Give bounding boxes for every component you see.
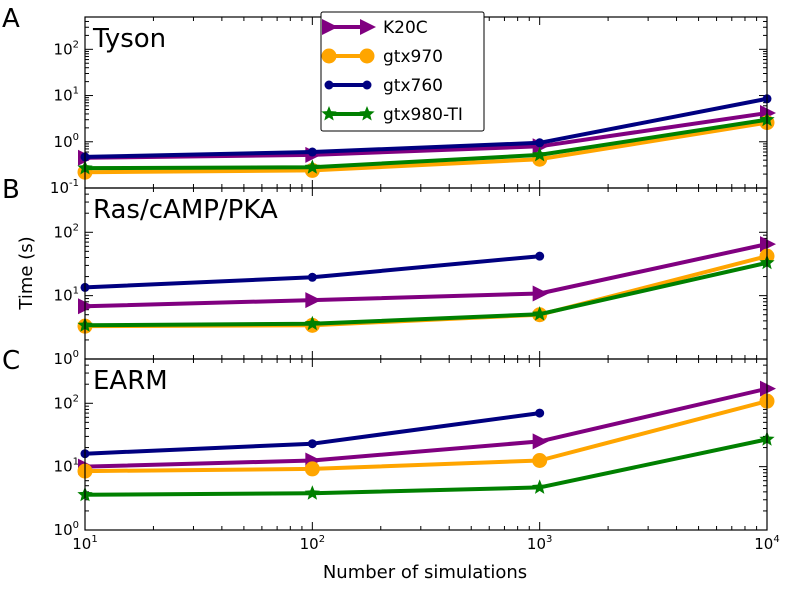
data-point-gtx760	[535, 408, 545, 418]
data-point-k20c	[305, 292, 322, 309]
legend-marker	[359, 48, 375, 64]
data-point-gtx980-ti	[304, 315, 320, 331]
series-line-gtx970	[84, 399, 768, 474]
legend-item-k20c: K20C	[322, 18, 428, 38]
panel-title: Ras/cAMP/PKA	[93, 195, 278, 225]
data-point-gtx760	[307, 272, 317, 282]
data-point-k20c	[532, 433, 549, 450]
series-line-k20c	[84, 242, 768, 309]
y-tick-label: 100	[54, 520, 79, 539]
legend-marker	[362, 80, 372, 90]
data-point-gtx970	[532, 453, 548, 469]
panel-b: 100 101 102 B Ras/cAMP/PKA	[2, 175, 776, 368]
data-point-k20c	[760, 380, 776, 397]
series-line-gtx970	[84, 120, 768, 175]
legend-marker	[321, 48, 337, 64]
x-axis-label: Number of simulations	[323, 562, 527, 583]
series-group	[77, 236, 776, 334]
y-tick-label: 10-1	[50, 178, 79, 197]
legend-marker	[322, 19, 338, 35]
legend-item-gtx980-ti: gtx980-TI	[321, 105, 463, 125]
y-tick-label: 100	[54, 132, 79, 151]
panel-a: 10-1 100 101 102 A Tyson	[2, 4, 776, 197]
data-point-gtx760	[535, 138, 545, 148]
panel-frame	[84, 358, 768, 531]
legend: K20C gtx970 gtx760 gtx980-TI	[320, 11, 485, 132]
x-tick-label: 104	[754, 534, 779, 553]
data-point-gtx760	[307, 439, 317, 449]
y-tick-label: 101	[54, 286, 79, 305]
legend-marker	[359, 106, 375, 121]
x-tick-label: 101	[72, 534, 97, 553]
data-point-k20c	[760, 236, 776, 253]
data-point-gtx980-ti	[304, 159, 320, 174]
y-tick-label: 102	[54, 39, 79, 58]
x-axis: 101 102 103 104	[72, 534, 779, 553]
series-line-gtx980-ti	[84, 437, 768, 497]
x-tick-label: 102	[300, 534, 325, 553]
y-axis-label: Time (s)	[16, 236, 37, 310]
data-point-k20c	[78, 298, 94, 315]
legend-box	[320, 11, 485, 132]
series-line-k20c	[84, 386, 768, 469]
y-tick-label: 102	[54, 393, 79, 412]
y-tick-label: 101	[54, 457, 79, 476]
data-point-gtx980-ti	[532, 479, 548, 494]
legend-marker	[321, 106, 337, 121]
y-tick-label: 102	[54, 222, 79, 241]
y-tick-label: 101	[54, 86, 79, 105]
panels: 10-1 100 101 102 A Tyson 100 101 102 B Ras/cAMP/PK…	[2, 4, 776, 539]
legend-marker	[360, 19, 376, 35]
legend-label: K20C	[383, 18, 428, 38]
data-point-gtx760	[307, 147, 317, 157]
panel-title: EARM	[93, 366, 168, 396]
data-point-k20c	[532, 285, 549, 302]
data-point-gtx970	[304, 461, 320, 477]
legend-item-gtx760: gtx760	[324, 76, 443, 96]
y-tick-label: 100	[54, 349, 79, 368]
panel-letter: A	[2, 4, 20, 34]
legend-label: gtx970	[383, 47, 443, 67]
data-point-gtx980-ti	[304, 485, 320, 500]
legend-label: gtx760	[383, 76, 443, 96]
data-point-gtx980-ti	[532, 146, 548, 162]
panel-letter: B	[2, 175, 20, 205]
legend-marker	[324, 80, 334, 90]
series-line-gtx760	[84, 96, 768, 159]
data-point-gtx760	[535, 251, 545, 261]
panel-c: 100 101 102 C EARM	[2, 346, 776, 539]
panel-title: Tyson	[92, 24, 166, 54]
legend-label: gtx980-TI	[383, 105, 463, 125]
x-tick-label: 103	[527, 534, 552, 553]
panel-letter: C	[2, 346, 20, 376]
legend-item-gtx970: gtx970	[321, 47, 443, 67]
data-point-gtx980-ti	[532, 306, 548, 321]
series-line-gtx980-ti	[84, 260, 768, 328]
series-line-gtx980-ti	[84, 117, 768, 171]
